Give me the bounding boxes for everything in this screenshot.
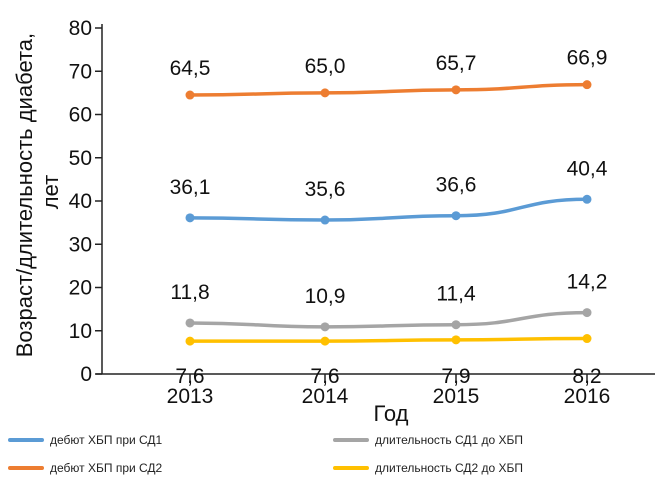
data-point bbox=[451, 335, 461, 345]
data-point bbox=[185, 318, 195, 328]
data-point bbox=[451, 211, 461, 221]
data-label: 7,9 bbox=[441, 365, 470, 388]
data-label: 40,4 bbox=[567, 157, 608, 180]
legend-item-t1-duration: длительность СД1 до ХБП bbox=[333, 430, 523, 450]
legend-item-t2-duration: длительность СД2 до ХБП bbox=[333, 458, 523, 478]
series-line bbox=[188, 310, 589, 329]
data-label: 36,1 bbox=[170, 176, 211, 199]
data-label: 65,0 bbox=[305, 55, 346, 78]
y-axis-title-line-2: лет bbox=[38, 175, 63, 209]
data-point bbox=[185, 90, 195, 100]
x-tick-label: 2015 bbox=[433, 385, 480, 408]
legend-label: дебют ХБП при СД1 bbox=[50, 433, 163, 447]
y-tick-label: 50 bbox=[69, 147, 92, 170]
y-tick-label: 20 bbox=[69, 277, 92, 300]
data-label: 64,5 bbox=[170, 57, 211, 80]
y-tick-label: 10 bbox=[69, 320, 92, 343]
legend-swatch-t1-duration bbox=[333, 438, 369, 442]
data-point bbox=[185, 336, 195, 346]
x-tick-label: 2016 bbox=[564, 385, 611, 408]
data-label: 65,7 bbox=[436, 52, 477, 75]
series-line bbox=[188, 336, 589, 343]
data-label: 36,6 bbox=[436, 174, 477, 197]
y-tick-label: 0 bbox=[80, 363, 92, 386]
series-line bbox=[188, 197, 589, 222]
y-tick-label: 40 bbox=[69, 190, 92, 213]
data-point bbox=[320, 336, 330, 346]
data-point bbox=[582, 334, 592, 344]
data-point bbox=[320, 322, 330, 332]
legend-swatch-t2-duration bbox=[333, 466, 369, 470]
y-axis-title: Возраст/длительность диабета, лет bbox=[12, 27, 63, 358]
data-label: 8,2 bbox=[572, 365, 601, 388]
series-layer bbox=[185, 80, 592, 346]
data-labels: 36,1 35,6 36,6 40,4 64,5 65,0 65,7 66,9 11,8 10,9… bbox=[170, 47, 608, 388]
y-tick-label: 30 bbox=[69, 233, 92, 256]
legend-swatch-t2-debut bbox=[8, 466, 44, 470]
legend: дебют ХБП при СД1 дебют ХБП при СД2 длит… bbox=[0, 430, 670, 480]
y-axis-title-line-1: Возраст/длительность диабета, bbox=[12, 33, 37, 357]
legend-swatch-t1-debut bbox=[8, 438, 44, 442]
data-label: 66,9 bbox=[567, 47, 608, 70]
data-point bbox=[582, 194, 592, 204]
series-line bbox=[188, 82, 589, 97]
data-label: 35,6 bbox=[305, 178, 346, 201]
y-tick-label: 80 bbox=[69, 17, 92, 40]
data-point bbox=[451, 320, 461, 330]
data-point bbox=[582, 308, 592, 318]
data-label: 11,4 bbox=[436, 283, 476, 306]
data-point bbox=[451, 85, 461, 95]
data-label: 11,8 bbox=[170, 281, 209, 304]
data-point bbox=[320, 88, 330, 98]
data-point bbox=[582, 80, 592, 90]
axes: 0 10 20 30 40 50 60 70 80 2013 2014 2015 2016 bbox=[69, 17, 655, 408]
x-tick-label: 2013 bbox=[167, 385, 214, 408]
data-point bbox=[320, 215, 330, 225]
data-point bbox=[185, 213, 195, 223]
data-label: 14,2 bbox=[567, 271, 608, 294]
data-label: 7,6 bbox=[310, 365, 339, 388]
x-tick-label: 2014 bbox=[302, 385, 349, 408]
legend-label: дебют ХБП при СД2 bbox=[50, 461, 163, 475]
y-tick-label: 70 bbox=[69, 60, 92, 83]
legend-label: длительность СД2 до ХБП bbox=[375, 461, 524, 475]
legend-item-t2-debut: дебют ХБП при СД2 bbox=[8, 458, 162, 478]
legend-item-t1-debut: дебют ХБП при СД1 bbox=[8, 430, 162, 450]
data-label: 7,6 bbox=[175, 365, 204, 388]
data-label: 10,9 bbox=[305, 285, 346, 308]
x-axis-title: Год bbox=[373, 401, 408, 426]
legend-label: длительность СД1 до ХБП bbox=[375, 433, 524, 447]
y-tick-label: 60 bbox=[69, 104, 92, 127]
